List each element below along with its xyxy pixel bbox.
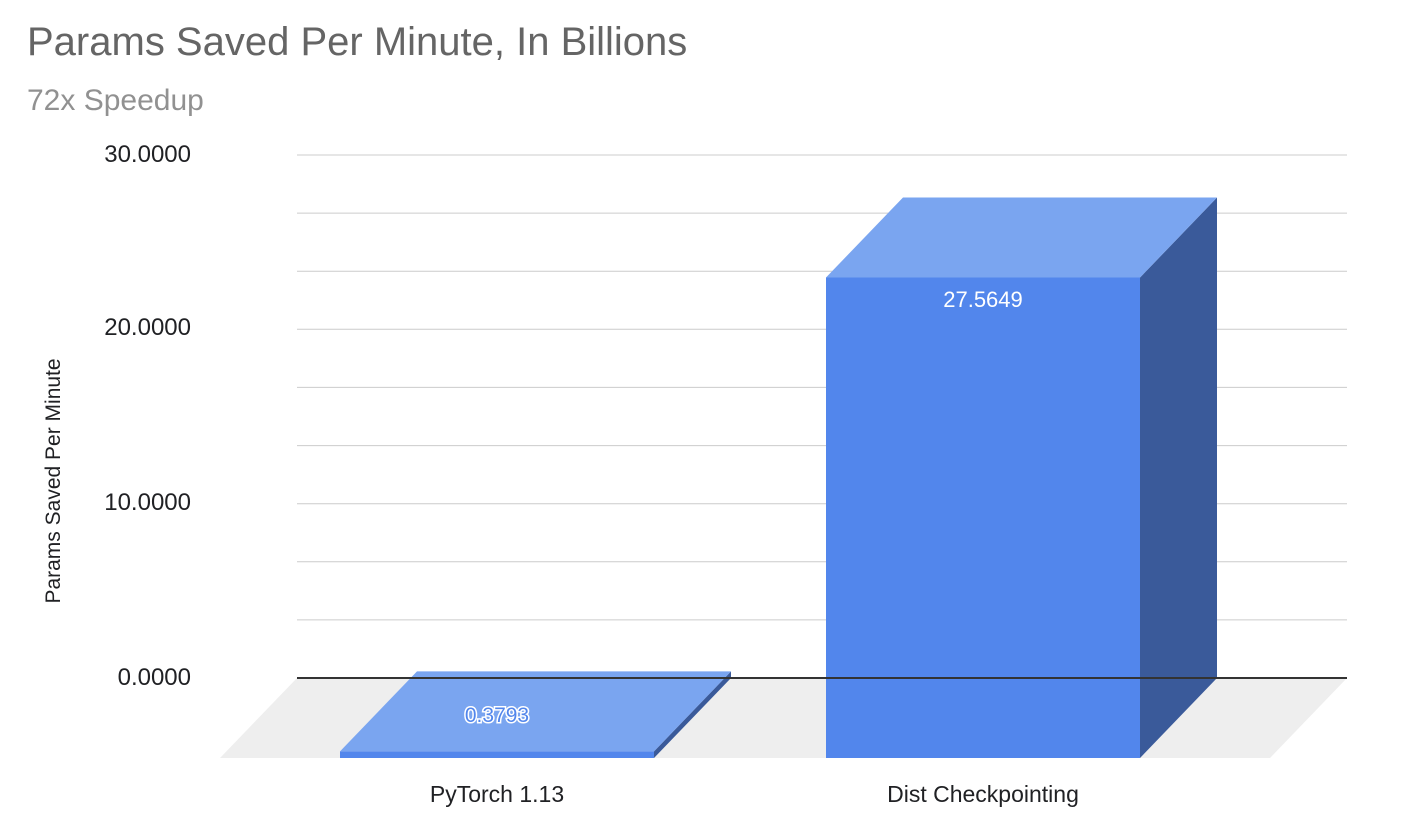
svg-text:Params Saved Per Minute: Params Saved Per Minute [42,358,65,603]
svg-text:20.0000: 20.0000 [104,314,191,341]
svg-text:30.0000: 30.0000 [104,141,191,168]
svg-text:27.5649: 27.5649 [943,287,1023,312]
svg-text:0.0000: 0.0000 [118,664,191,691]
svg-text:Dist Checkpointing: Dist Checkpointing [887,781,1079,807]
svg-text:PyTorch 1.13: PyTorch 1.13 [430,781,564,807]
svg-text:0.3793: 0.3793 [465,704,529,727]
svg-text:10.0000: 10.0000 [104,489,191,516]
